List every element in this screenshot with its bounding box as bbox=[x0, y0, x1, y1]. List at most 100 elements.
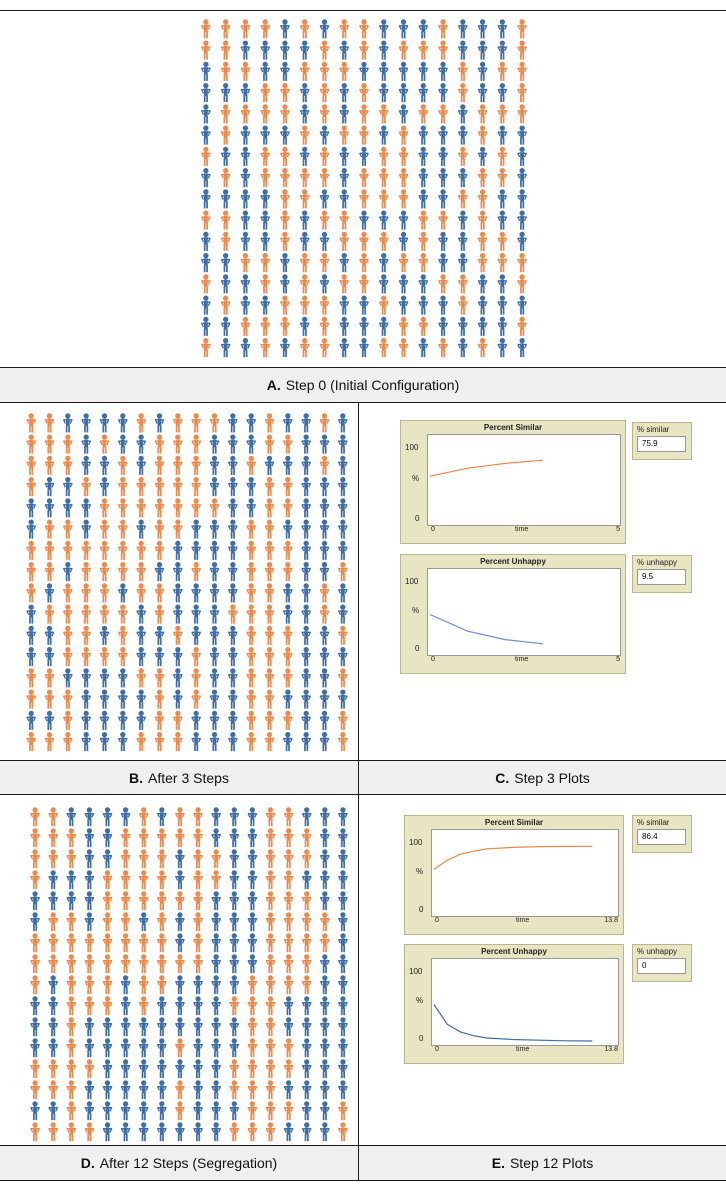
agent-orange bbox=[44, 413, 55, 433]
agent-blue bbox=[229, 1038, 240, 1058]
agent-blue bbox=[282, 413, 293, 433]
agent-orange bbox=[117, 455, 128, 475]
agent-blue bbox=[99, 668, 110, 688]
agent-blue bbox=[209, 434, 220, 454]
agent-blue bbox=[438, 231, 449, 251]
agent-blue bbox=[457, 19, 468, 39]
plot-svg bbox=[429, 613, 543, 645]
agent-blue bbox=[301, 1017, 312, 1037]
agent-blue bbox=[337, 1038, 348, 1058]
agent-blue bbox=[319, 807, 330, 827]
agent-orange bbox=[477, 125, 488, 145]
agent-orange bbox=[102, 933, 113, 953]
agent-blue bbox=[438, 189, 449, 209]
agent-orange bbox=[283, 870, 294, 890]
agent-orange bbox=[209, 498, 220, 518]
agent-blue bbox=[337, 954, 348, 974]
agent-orange bbox=[457, 295, 468, 315]
agent-orange bbox=[283, 891, 294, 911]
agent-blue bbox=[211, 912, 222, 932]
agent-blue bbox=[247, 807, 258, 827]
agent-blue bbox=[48, 1017, 59, 1037]
agent-orange bbox=[260, 82, 271, 103]
agent-blue bbox=[200, 189, 211, 209]
agent-blue bbox=[246, 476, 257, 497]
agent-blue bbox=[337, 519, 348, 539]
agent-orange bbox=[240, 104, 251, 124]
agent-blue bbox=[229, 828, 240, 848]
agent-orange bbox=[136, 668, 147, 688]
agent-orange bbox=[359, 189, 369, 209]
agent-orange bbox=[378, 189, 389, 209]
agent-blue bbox=[99, 689, 110, 709]
agent-blue bbox=[418, 337, 429, 358]
plot-title: Percent Unhappy bbox=[481, 947, 547, 956]
agent-orange bbox=[102, 996, 113, 1016]
monitor-percent-similar: % similar 86.4 bbox=[632, 815, 692, 853]
monitor-value: 75.9 bbox=[637, 436, 686, 452]
agent-orange bbox=[136, 476, 147, 497]
agent-blue bbox=[299, 316, 310, 336]
agent-orange bbox=[265, 954, 276, 974]
agent-blue bbox=[81, 689, 92, 709]
agent-blue bbox=[260, 40, 271, 60]
agent-blue bbox=[497, 82, 508, 103]
agent-orange bbox=[154, 519, 165, 539]
agent-blue bbox=[477, 61, 488, 81]
agent-blue bbox=[339, 104, 350, 124]
agent-orange bbox=[81, 476, 92, 497]
agent-orange bbox=[359, 40, 369, 60]
agent-blue bbox=[66, 891, 77, 911]
agent-blue bbox=[193, 975, 204, 995]
agent-blue bbox=[138, 1017, 149, 1037]
monitor-value: 9.5 bbox=[637, 569, 686, 585]
agent-blue bbox=[398, 231, 409, 251]
agent-blue bbox=[301, 668, 312, 688]
y-axis-max-label: 100 bbox=[405, 443, 419, 452]
agent-orange bbox=[283, 954, 294, 974]
agent-orange bbox=[283, 933, 294, 953]
agent-orange bbox=[264, 413, 275, 433]
agent-orange bbox=[283, 828, 294, 848]
agent-orange bbox=[26, 413, 37, 433]
agent-blue bbox=[283, 1017, 294, 1037]
agent-blue bbox=[339, 252, 350, 273]
agent-blue bbox=[191, 731, 202, 752]
agent-blue bbox=[319, 19, 330, 39]
agent-blue bbox=[227, 710, 238, 730]
agent-blue bbox=[319, 1122, 330, 1142]
caption-letter: D. bbox=[80, 1155, 95, 1171]
agent-blue bbox=[26, 625, 37, 645]
agent-orange bbox=[102, 912, 113, 932]
agent-orange bbox=[260, 104, 271, 124]
agent-orange bbox=[30, 870, 41, 890]
agent-orange bbox=[26, 455, 37, 475]
agent-blue bbox=[227, 519, 238, 539]
agent-orange bbox=[247, 1101, 258, 1121]
agent-orange bbox=[240, 252, 251, 273]
agent-orange bbox=[265, 1101, 276, 1121]
agent-blue bbox=[319, 1038, 330, 1058]
agent-orange bbox=[497, 231, 508, 251]
agent-orange bbox=[497, 252, 508, 273]
y-axis-label: % bbox=[412, 606, 420, 615]
agent-orange bbox=[438, 337, 449, 358]
agent-orange bbox=[102, 954, 113, 974]
caption-e: E. Step 12 Plots bbox=[359, 1146, 726, 1180]
agent-blue bbox=[136, 625, 147, 645]
agent-blue bbox=[44, 498, 55, 518]
agent-orange bbox=[264, 710, 275, 730]
agent-orange bbox=[359, 104, 369, 124]
agent-orange bbox=[220, 210, 231, 230]
agent-orange bbox=[378, 231, 389, 251]
agent-blue bbox=[359, 316, 369, 336]
agent-blue bbox=[418, 189, 429, 209]
x-axis-label: time bbox=[515, 526, 529, 533]
agent-blue bbox=[398, 104, 409, 124]
plot-area bbox=[427, 568, 621, 656]
agent-blue bbox=[497, 19, 508, 39]
agent-blue bbox=[211, 996, 222, 1016]
agent-orange bbox=[246, 625, 257, 645]
agent-orange bbox=[264, 625, 275, 645]
agent-blue bbox=[156, 807, 167, 827]
